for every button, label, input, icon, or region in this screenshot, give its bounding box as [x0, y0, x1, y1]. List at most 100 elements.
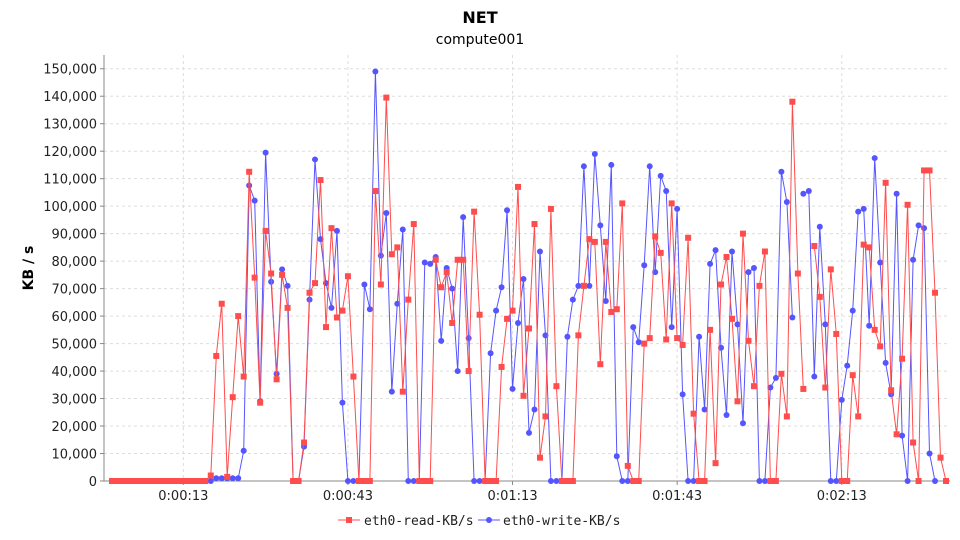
- data-point: [838, 396, 845, 403]
- data-point: [432, 256, 439, 263]
- data-point: [471, 208, 478, 215]
- data-point: [542, 332, 549, 339]
- data-point: [888, 387, 895, 394]
- data-point: [800, 190, 807, 197]
- data-point: [471, 478, 478, 484]
- data-point: [388, 251, 395, 258]
- data-point: [624, 462, 631, 469]
- data-point: [750, 383, 757, 390]
- data-point: [493, 478, 500, 484]
- y-tick-label: 100,000: [43, 200, 97, 215]
- data-point: [487, 350, 494, 357]
- data-point: [679, 341, 686, 348]
- data-point: [586, 282, 593, 289]
- legend-item-write[interactable]: eth0-write-KB/s: [478, 514, 620, 529]
- data-point: [317, 236, 324, 243]
- data-point: [515, 183, 522, 190]
- data-point: [871, 155, 878, 162]
- data-point: [882, 179, 889, 186]
- data-point: [383, 94, 390, 101]
- data-point: [361, 281, 368, 288]
- data-point: [718, 281, 725, 288]
- data-point: [531, 221, 538, 228]
- data-point: [163, 478, 170, 484]
- data-point: [668, 324, 675, 331]
- data-point: [405, 478, 412, 484]
- data-point: [268, 270, 275, 277]
- y-tick-label: 110,000: [43, 173, 97, 188]
- data-point: [218, 475, 225, 482]
- data-point: [783, 199, 790, 206]
- data-point: [932, 478, 939, 484]
- data-point: [657, 249, 664, 256]
- data-point: [224, 473, 231, 480]
- data-point: [690, 478, 697, 484]
- data-point: [366, 306, 373, 313]
- data-point: [372, 188, 379, 195]
- data-point: [136, 478, 143, 484]
- x-tick-label: 0:00:43: [323, 489, 373, 504]
- data-point: [509, 385, 516, 392]
- data-point: [630, 478, 637, 484]
- data-point: [207, 472, 214, 479]
- data-point: [602, 297, 609, 304]
- data-point: [668, 200, 675, 207]
- data-point: [652, 233, 659, 240]
- data-point: [388, 388, 395, 395]
- data-point: [910, 439, 917, 446]
- data-point: [290, 478, 297, 484]
- data-point: [701, 406, 708, 413]
- data-point: [591, 238, 598, 245]
- data-point: [240, 447, 247, 454]
- data-point: [487, 478, 494, 484]
- data-point: [394, 244, 401, 251]
- data-point: [580, 163, 587, 170]
- data-point: [608, 161, 615, 168]
- data-point: [849, 307, 856, 314]
- data-point: [410, 221, 417, 228]
- data-point: [602, 238, 609, 245]
- data-point: [674, 335, 681, 342]
- data-point: [811, 243, 818, 250]
- data-point: [685, 234, 692, 241]
- data-point: [778, 370, 785, 377]
- data-point: [921, 225, 928, 232]
- x-axis-ticks: 0:00:13 0:00:43 0:01:13 0:01:43 0:02:13: [158, 481, 867, 504]
- data-point: [915, 478, 922, 484]
- data-point: [761, 248, 768, 255]
- data-point: [685, 478, 692, 484]
- data-point: [350, 478, 357, 484]
- data-point: [707, 260, 714, 267]
- data-point: [476, 478, 483, 484]
- data-point: [761, 478, 768, 484]
- data-point: [460, 256, 467, 263]
- data-point: [679, 391, 686, 398]
- data-point: [322, 324, 329, 331]
- y-tick-label: 30,000: [52, 393, 98, 408]
- data-point: [279, 266, 286, 273]
- legend-item-read[interactable]: eth0-read-KB/s: [338, 514, 474, 529]
- data-point: [866, 322, 873, 329]
- data-point: [526, 429, 532, 436]
- legend-label-read: eth0-read-KB/s: [364, 514, 474, 529]
- data-point: [723, 254, 730, 261]
- data-point: [196, 478, 203, 484]
- data-point: [454, 256, 461, 263]
- chart-subtitle: compute001: [436, 32, 524, 48]
- data-point: [767, 384, 774, 391]
- data-point: [860, 205, 867, 212]
- data-point: [663, 336, 670, 343]
- data-point: [756, 282, 763, 289]
- series-write: [109, 68, 939, 484]
- legend-label-write: eth0-write-KB/s: [503, 514, 620, 529]
- data-point: [416, 478, 423, 484]
- x-tick-label: 0:01:13: [487, 489, 537, 504]
- data-point: [575, 332, 582, 339]
- data-point: [207, 478, 214, 484]
- y-tick-label: 70,000: [52, 283, 98, 298]
- data-point: [526, 325, 532, 332]
- data-point: [915, 222, 922, 229]
- data-point: [745, 337, 752, 344]
- data-point: [849, 372, 856, 379]
- data-point: [339, 399, 346, 406]
